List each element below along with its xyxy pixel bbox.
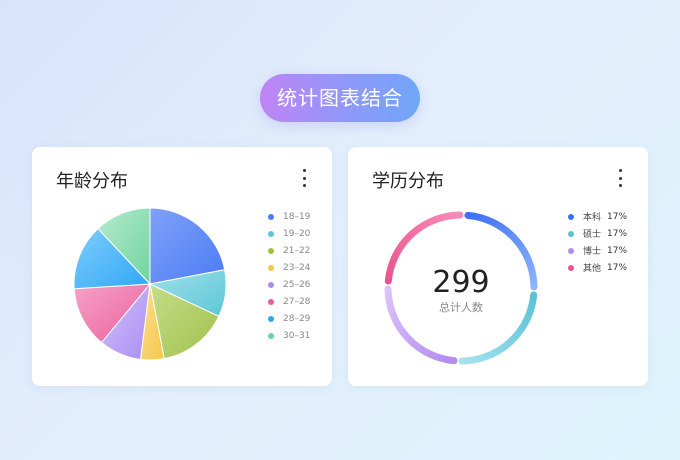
edu-card-more-icon[interactable]: [616, 169, 624, 187]
legend-percent: 17%: [607, 211, 628, 222]
legend-dot: [268, 332, 274, 339]
age-legend-item[interactable]: 27–28: [268, 293, 310, 310]
age-legend-item[interactable]: 30–31: [268, 327, 310, 344]
age-legend-item[interactable]: 18–19: [268, 208, 310, 225]
donut-total-label: 总计人数: [439, 301, 483, 314]
age-legend-item[interactable]: 28–29: [268, 310, 310, 327]
age-legend-item[interactable]: 23–24: [268, 259, 310, 276]
legend-dot: [268, 281, 274, 288]
legend-dot: [268, 315, 274, 322]
legend-dot: [568, 230, 574, 237]
pie-slice-6[interactable]: [73, 283, 152, 344]
legend-percent: 17%: [607, 228, 628, 239]
age-legend-item[interactable]: 19–20: [268, 225, 310, 242]
legend-label: 硕士: [583, 230, 602, 240]
age-card-more-icon[interactable]: [300, 169, 308, 187]
donut-total-value: 299: [432, 265, 490, 300]
legend-label: 30–31: [283, 330, 311, 341]
edu-legend: 本科 17% 硕士 17% 博士 17% 其他 17%: [568, 208, 627, 276]
legend-label: 博士: [583, 247, 602, 257]
legend-dot: [568, 247, 574, 254]
legend-dot: [268, 298, 274, 305]
legend-percent: 17%: [607, 262, 628, 273]
legend-label: 18–19: [283, 211, 311, 222]
legend-label: 19–20: [283, 228, 311, 239]
edu-legend-item[interactable]: 本科 17%: [568, 208, 627, 225]
donut-arc-2[interactable]: [458, 291, 538, 365]
age-card-title: 年龄分布: [56, 171, 128, 192]
donut-center: 299 总计人数: [401, 0, 521, 460]
legend-label: 28–29: [283, 313, 311, 324]
edu-legend-item[interactable]: 硕士 17%: [568, 225, 627, 242]
donut-arc-4[interactable]: [384, 211, 464, 285]
edu-legend-item[interactable]: 其他 17%: [568, 259, 627, 276]
legend-label: 25–26: [283, 279, 311, 290]
legend-dot: [268, 230, 274, 237]
donut-arc-3[interactable]: [384, 285, 458, 365]
legend-label: 21–22: [283, 245, 311, 256]
pie-slice-7[interactable]: [73, 227, 152, 290]
education-distribution-card: 学历分布 本科 17% 硕士 17% 博士 17% 其他 17%: [348, 147, 648, 386]
edu-card-title: 学历分布: [372, 171, 444, 192]
pie-slice-1[interactable]: [149, 207, 226, 285]
pie-slice-3[interactable]: [149, 283, 220, 360]
edu-legend-item[interactable]: 博士 17%: [568, 242, 627, 259]
age-legend-item[interactable]: 25–26: [268, 276, 310, 293]
legend-dot: [268, 247, 274, 254]
legend-percent: 17%: [607, 245, 628, 256]
legend-label: 本科: [583, 213, 602, 223]
legend-label: 其他: [583, 264, 602, 274]
legend-dot: [268, 213, 274, 220]
pie-slice-8[interactable]: [97, 207, 151, 286]
legend-dot: [268, 264, 274, 271]
age-legend: 18–19 19–20 21–22 23–24 25–26 27–28 28–29 30–31: [268, 208, 310, 344]
banner-title: 统计图表结合: [260, 74, 420, 122]
legend-dot: [568, 264, 574, 271]
donut-arc-1[interactable]: [464, 211, 538, 291]
legend-dot: [568, 213, 574, 220]
legend-label: 23–24: [283, 262, 311, 273]
age-legend-item[interactable]: 21–22: [268, 242, 310, 259]
legend-label: 27–28: [283, 296, 311, 307]
